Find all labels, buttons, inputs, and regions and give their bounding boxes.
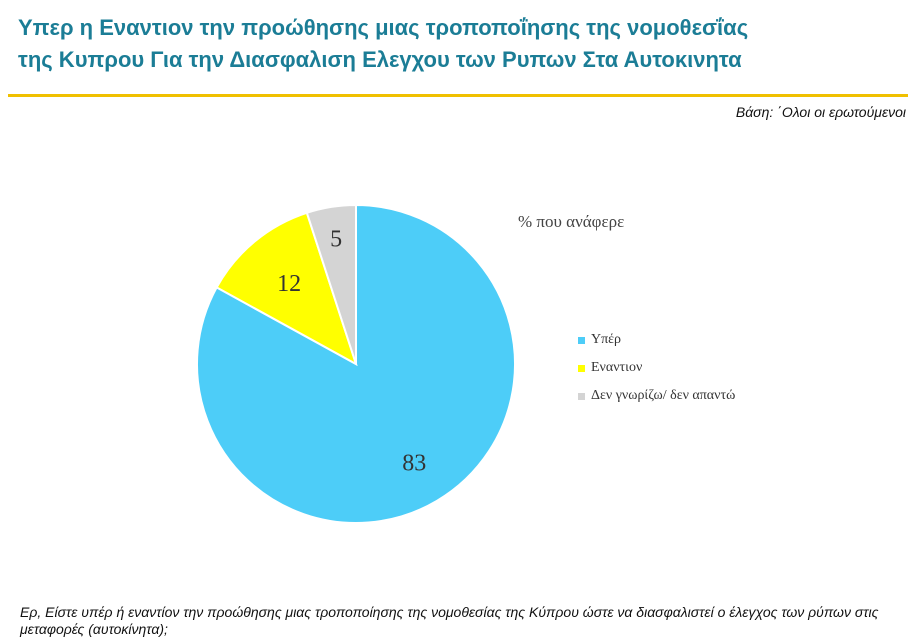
legend-item: Υπέρ (578, 326, 735, 354)
slice-value-label: 83 (402, 451, 426, 477)
base-note: Βάση: ΄Ολοι οι ερωτούμενοι (735, 104, 906, 120)
legend-label: Υπέρ (591, 332, 622, 347)
pie-slice (215, 211, 358, 367)
title-divider (8, 94, 908, 97)
legend-label: Δεν γνωρίζω/ δεν απαντώ (591, 388, 736, 403)
slice-value-label: 12 (277, 271, 301, 297)
title-line-2: της Κυπρου Για την Διασφαλιση Ελεγχου τω… (18, 47, 742, 72)
legend-label: Εναντιον (591, 360, 643, 375)
survey-question: Ερ, Είστε υπέρ ή εναντίον την προώθησης … (20, 604, 879, 637)
legend-title: % που ανάφερε (518, 212, 625, 231)
legend-swatch (578, 364, 585, 372)
page-title: Υπερ η Εναντιον την προώθησης μιας τροπο… (18, 12, 898, 76)
legend-item: Εναντιον (578, 354, 735, 382)
pie-slice (305, 203, 357, 365)
legend-item: Δεν γνωρίζω/ δεν απαντώ (578, 382, 735, 410)
legend-swatch (578, 336, 585, 344)
title-line-1: Υπερ η Εναντιον την προώθησης μιας τροπο… (18, 15, 749, 40)
legend-swatch (578, 392, 585, 400)
slice-value-label: 5 (330, 226, 342, 252)
chart-legend: Υπέρ Εναντιον Δεν γνωρίζω/ δεν απαντώ (578, 326, 735, 410)
